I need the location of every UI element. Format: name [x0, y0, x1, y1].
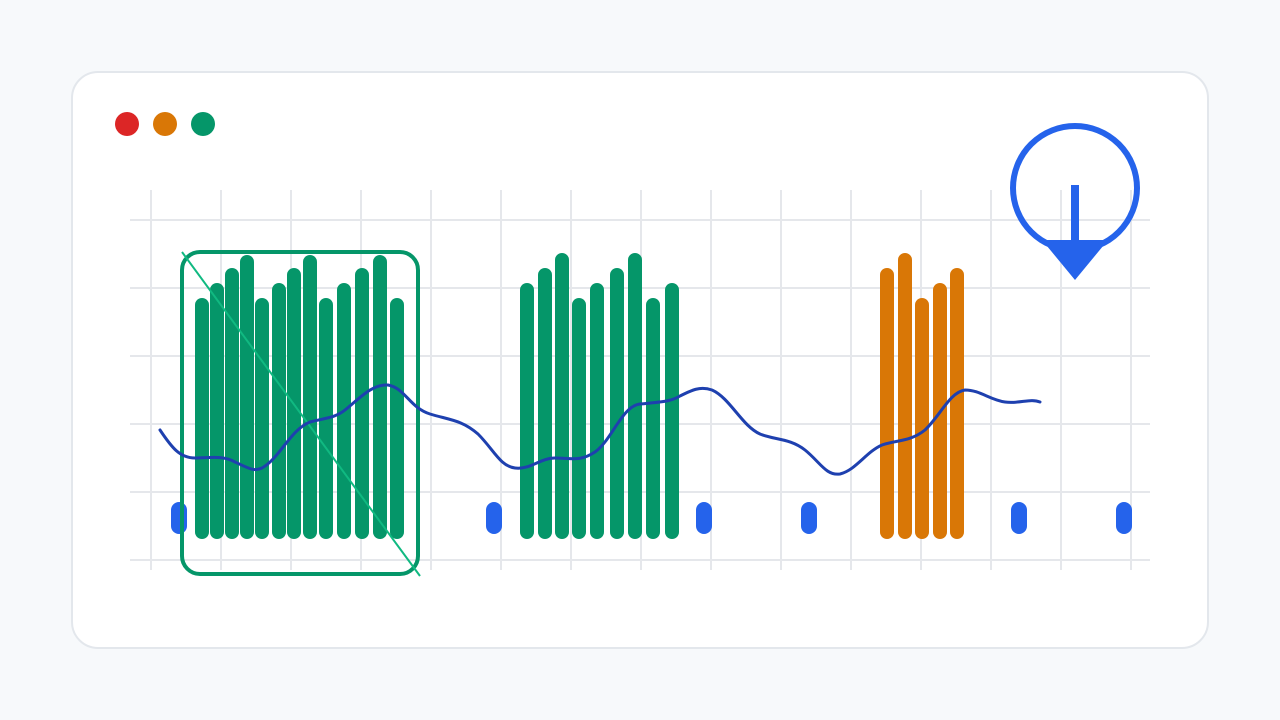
bar-group-green — [520, 253, 679, 539]
window-dot-red — [115, 112, 139, 136]
marker-pills — [171, 502, 1132, 534]
location-pin — [1010, 123, 1140, 280]
selection-diagonal — [181, 251, 421, 577]
window-dot-orange — [153, 112, 177, 136]
window-dot-green — [191, 112, 215, 136]
selection-frame — [180, 250, 420, 576]
trend-line — [158, 383, 1042, 476]
bar-group-green — [195, 255, 404, 539]
pin-arrowhead — [1042, 240, 1108, 280]
